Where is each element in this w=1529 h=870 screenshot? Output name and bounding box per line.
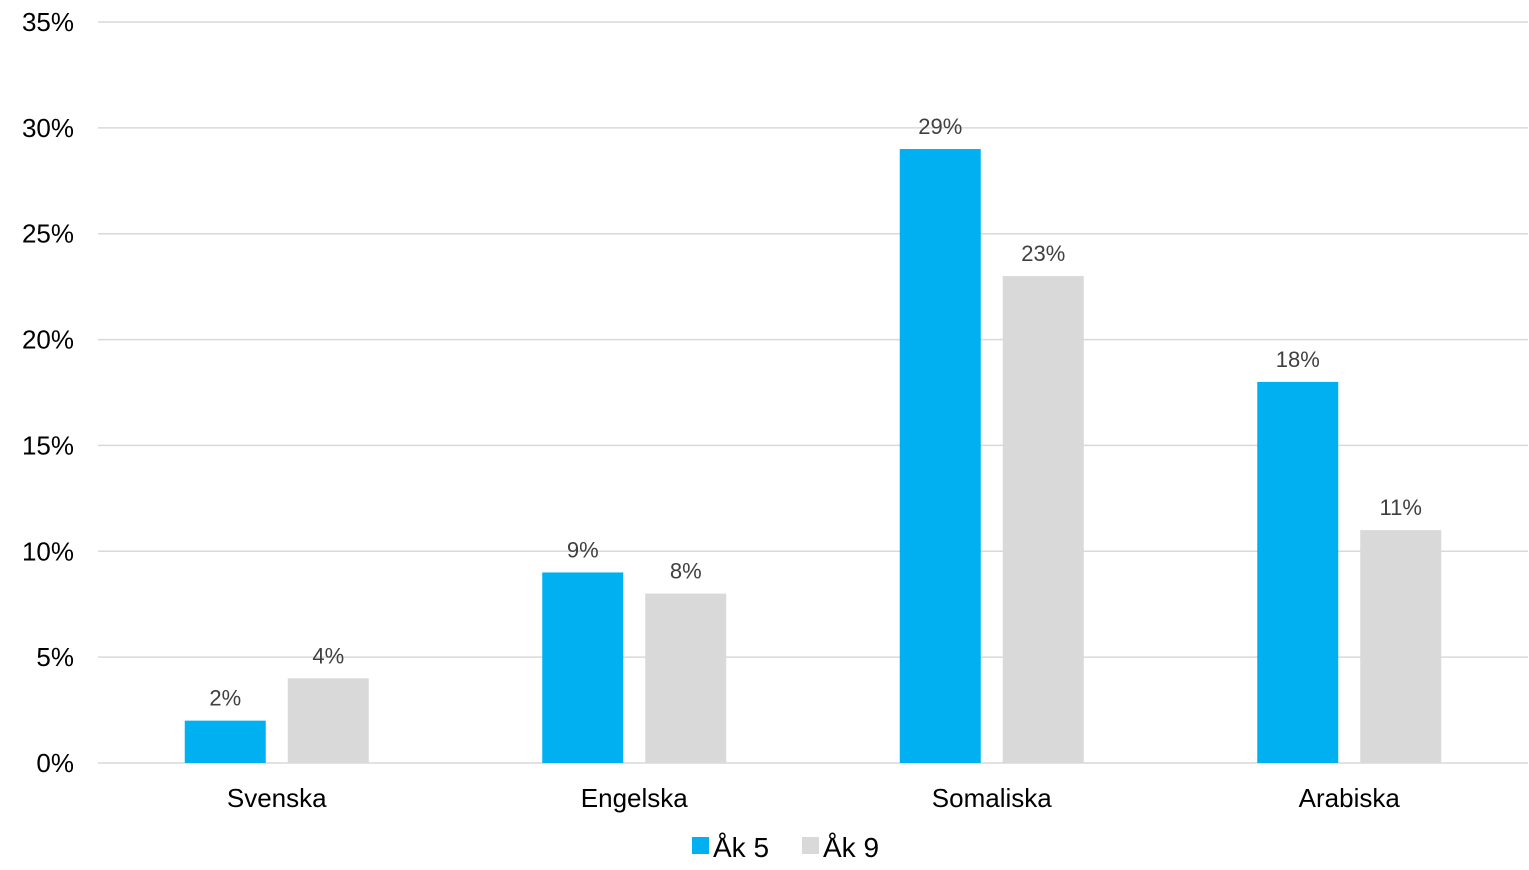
bars bbox=[184, 149, 1442, 763]
data-label: 8% bbox=[670, 559, 702, 584]
legend-swatch bbox=[802, 837, 819, 854]
data-label: 23% bbox=[1021, 241, 1065, 266]
data-label: 18% bbox=[1276, 347, 1320, 372]
bar-ak5-svenska bbox=[184, 720, 266, 763]
y-tick-label: 35% bbox=[22, 7, 74, 37]
bar-ak9-engelska bbox=[645, 593, 727, 763]
legend-label: Åk 9 bbox=[823, 832, 879, 863]
y-tick-label: 5% bbox=[36, 642, 74, 672]
x-tick-label: Arabiska bbox=[1299, 783, 1401, 813]
x-tick-label: Engelska bbox=[581, 783, 688, 813]
y-tick-label: 15% bbox=[22, 430, 74, 460]
gridlines bbox=[98, 21, 1528, 764]
bar-ak9-arabiska bbox=[1360, 530, 1442, 763]
data-label: 11% bbox=[1380, 495, 1422, 520]
legend-swatch bbox=[692, 837, 709, 854]
y-tick-label: 25% bbox=[22, 219, 74, 249]
data-label: 9% bbox=[567, 537, 599, 562]
x-axis: Svenska Engelska Somaliska Arabiska bbox=[227, 783, 1400, 813]
x-tick-label: Svenska bbox=[227, 783, 327, 813]
bar-ak5-arabiska bbox=[1257, 381, 1339, 763]
bar-ak5-engelska bbox=[542, 572, 624, 763]
bar-ak5-somaliska bbox=[899, 149, 981, 763]
y-tick-label: 20% bbox=[22, 325, 74, 355]
bar-ak9-somaliska bbox=[1002, 276, 1084, 763]
y-axis: 0% 5% 10% 15% 20% 25% 30% 35% bbox=[22, 7, 74, 778]
y-tick-label: 10% bbox=[22, 536, 74, 566]
data-label: 4% bbox=[312, 643, 344, 668]
y-tick-label: 30% bbox=[22, 113, 74, 143]
data-label: 29% bbox=[918, 114, 962, 139]
legend-label: Åk 5 bbox=[713, 832, 769, 863]
data-labels: 2% 4% 9% 8% 29% 23% 18% 11% bbox=[209, 114, 1422, 711]
data-label: 2% bbox=[209, 686, 241, 711]
x-tick-label: Somaliska bbox=[932, 783, 1052, 813]
y-tick-label: 0% bbox=[36, 748, 74, 778]
bar-ak9-svenska bbox=[287, 678, 369, 763]
legend: Åk 5 Åk 9 bbox=[692, 832, 879, 863]
